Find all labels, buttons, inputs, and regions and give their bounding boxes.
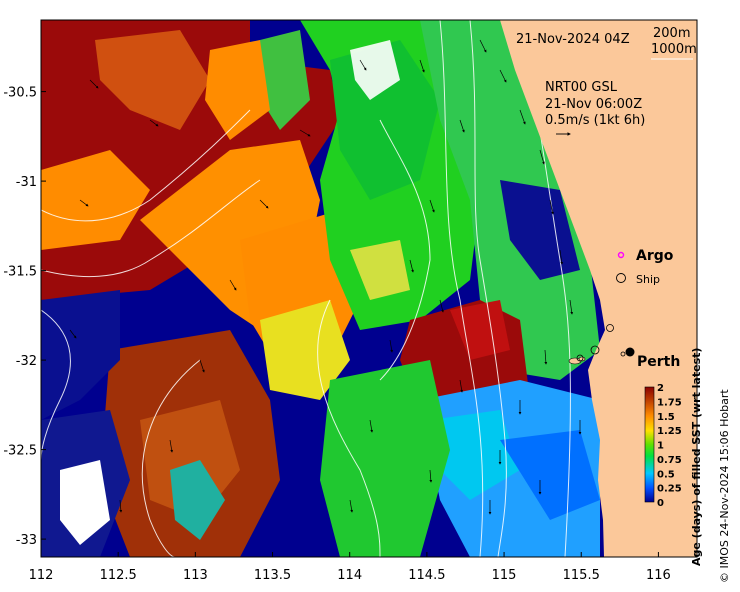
argo-legend-label: Argo: [636, 248, 674, 264]
lat-tick-label: -32: [16, 354, 37, 369]
colorbar-tick-label: 1.75: [657, 397, 682, 408]
lon-tick-label: 116: [646, 568, 671, 583]
lat-tick-label: -33: [16, 533, 37, 548]
lon-tick-label: 115: [492, 568, 517, 583]
colorbar-tick-label: 0.25: [657, 484, 682, 495]
lon-tick-label: 112: [29, 568, 54, 583]
lat-tick-label: -30.5: [3, 86, 37, 101]
ship-marker: [606, 324, 614, 332]
colorbar-tick-label: 1: [657, 441, 664, 452]
lon-tick-label: 114.5: [408, 568, 445, 583]
current-scale-label: 0.5m/s (1kt 6h): [545, 113, 645, 128]
current-vectors: [69, 39, 582, 515]
plot-frame: [40, 19, 698, 558]
colorbar-tick-label: 2: [657, 383, 664, 394]
latitude-axis: -30.5 -31 -31.5 -32 -32.5 -33: [3, 86, 46, 548]
colorbar-tick-label: 0.75: [657, 455, 682, 466]
lon-tick-label: 113: [183, 568, 208, 583]
island: [578, 356, 586, 362]
ship-legend-label: Ship: [636, 273, 660, 286]
ship-legend-symbol: [616, 273, 626, 283]
longitude-axis: 112 112.5 113 113.5 114 114.5 115 115.5 116: [29, 552, 671, 583]
bathymetry-1000m-label: 1000m: [651, 42, 697, 57]
ship-marker: [590, 345, 600, 355]
colorbar-tick-label: 0.5: [657, 469, 675, 480]
lat-tick-label: -31.5: [3, 265, 37, 280]
bathymetry-200m-label: 200m: [653, 26, 690, 41]
ship-marker: [576, 354, 584, 362]
lon-tick-label: 112.5: [100, 568, 137, 583]
credit-text: © IMOS 24-Nov-2024 15:06 Hobart: [718, 389, 731, 583]
colorbar: [644, 386, 655, 503]
lat-tick-label: -32.5: [3, 444, 37, 459]
model-time: 21-Nov 06:00Z: [545, 97, 642, 112]
colorbar-tick-label: 1.5: [657, 412, 675, 423]
colorbar-tick-label: 0: [657, 498, 664, 509]
lon-tick-label: 114: [337, 568, 362, 583]
lon-tick-label: 115.5: [563, 568, 600, 583]
map-area: Perth 21-Nov-2024 04Z 200m 1000m NRT00 G…: [41, 20, 697, 557]
sst-age-field: [41, 20, 600, 557]
lon-tick-label: 113.5: [254, 568, 291, 583]
colorbar-title: Age (days) of filled SST (wrt latest): [690, 348, 703, 566]
timestamp-label: 21-Nov-2024 04Z: [516, 32, 630, 47]
ship-marker: [620, 351, 626, 357]
colorbar-tick-label: 1.25: [657, 426, 682, 437]
colorbar-ticks: 2 1.75 1.5 1.25 1 0.75 0.5 0.25 0: [657, 383, 682, 509]
model-name: NRT00 GSL: [545, 80, 618, 95]
lat-tick-label: -31: [16, 175, 37, 190]
perth-label: Perth: [637, 354, 680, 370]
perth-marker: [625, 347, 635, 357]
argo-legend-symbol: [617, 251, 625, 259]
